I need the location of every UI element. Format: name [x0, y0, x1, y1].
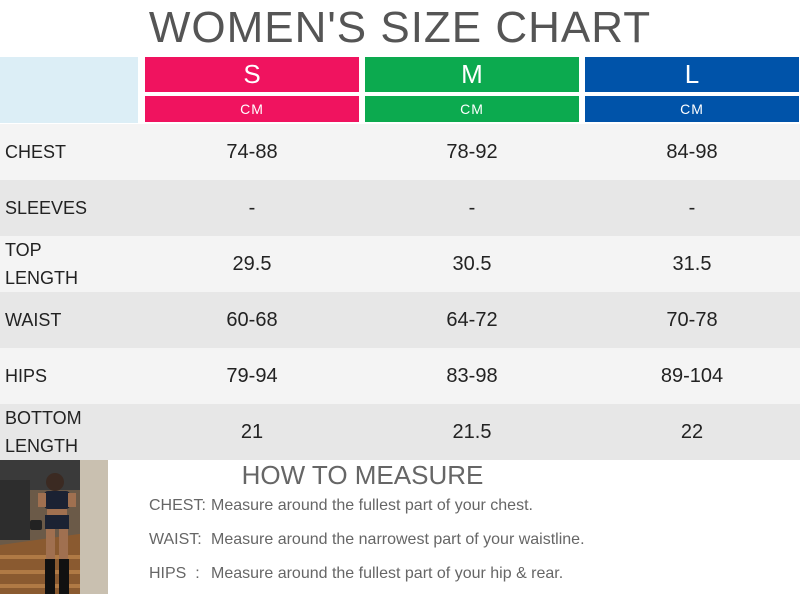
value-m: -	[468, 196, 476, 219]
measure-text: Measure around the fullest part of your …	[211, 565, 564, 582]
row-label: HIPS	[5, 366, 48, 386]
value-s: 74-88	[226, 140, 278, 163]
value-s: 29.5	[232, 252, 272, 275]
value-l: -	[688, 196, 696, 219]
value-l: 31.5	[672, 252, 712, 275]
size-unit: CM	[585, 96, 799, 122]
size-header-l: L CM	[585, 57, 799, 122]
measure-instruction-chest: CHEST: Measure around the fullest part of…	[149, 494, 533, 518]
table-row: CHEST 74-88 78-92 84-98	[0, 124, 800, 180]
size-letter: L	[585, 57, 799, 92]
value-l: 89-104	[660, 364, 724, 387]
row-label: TOP LENGTH	[5, 240, 79, 288]
how-to-measure-title: HOW TO MEASURE	[241, 460, 484, 490]
page-title: WOMEN'S SIZE CHART	[148, 3, 652, 52]
size-header-s: S CM	[145, 57, 359, 122]
value-s: 21	[240, 420, 264, 443]
header-blank-cell	[0, 57, 138, 123]
value-m: 78-92	[446, 140, 498, 163]
size-header-m: M CM	[365, 57, 579, 122]
size-letter: M	[365, 57, 579, 92]
size-unit: CM	[145, 96, 359, 122]
measure-instruction-hips: HIPS : Measure around the fullest part of…	[149, 562, 563, 586]
size-letter: S	[145, 57, 359, 92]
table-row: HIPS 79-94 83-98 89-104	[0, 348, 800, 404]
size-unit: CM	[365, 96, 579, 122]
row-label: BOTTOM LENGTH	[5, 408, 82, 456]
measure-key: WAIST:	[149, 531, 202, 548]
measure-text: Measure around the fullest part of your …	[211, 497, 533, 514]
value-s: 60-68	[226, 308, 278, 331]
measure-text: Measure around the narrowest part of you…	[211, 531, 585, 548]
model-photo	[0, 460, 108, 594]
value-m: 64-72	[446, 308, 498, 331]
value-s: -	[248, 196, 256, 219]
value-s: 79-94	[226, 364, 278, 387]
value-m: 30.5	[452, 252, 492, 275]
row-label: WAIST	[5, 310, 62, 330]
table-row: WAIST 60-68 64-72 70-78	[0, 292, 800, 348]
row-label: CHEST	[5, 142, 67, 162]
table-row: TOP LENGTH 29.5 30.5 31.5	[0, 236, 800, 292]
measure-instruction-waist: WAIST: Measure around the narrowest part …	[149, 528, 585, 552]
table-row: SLEEVES - - -	[0, 180, 800, 236]
value-l: 84-98	[666, 140, 718, 163]
value-l: 22	[680, 420, 704, 443]
measure-key: CHEST:	[149, 497, 206, 514]
value-l: 70-78	[666, 308, 718, 331]
row-label: SLEEVES	[5, 198, 88, 218]
measure-key: HIPS :	[149, 565, 200, 582]
value-m: 83-98	[446, 364, 498, 387]
table-row: BOTTOM LENGTH 21 21.5 22	[0, 404, 800, 460]
value-m: 21.5	[452, 420, 492, 443]
